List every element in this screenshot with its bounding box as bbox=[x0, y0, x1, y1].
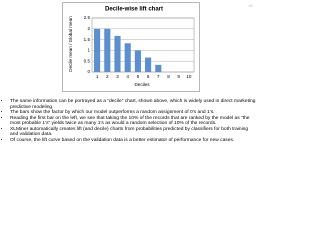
x-tick-label: 9 bbox=[177, 74, 180, 79]
y-tick-label: 1.5 bbox=[84, 37, 91, 42]
y-tick-label: 0 bbox=[87, 69, 90, 74]
slide: {"page_number": "32", "chart_data": {"ty… bbox=[0, 0, 259, 194]
x-tick-label: 7 bbox=[157, 74, 160, 79]
x-tick-label: 3 bbox=[116, 74, 119, 79]
bar bbox=[104, 28, 111, 72]
chart-title: Decile-wise lift chart bbox=[105, 7, 163, 13]
x-tick-label: 6 bbox=[147, 74, 150, 79]
page-number: 32 bbox=[248, 3, 253, 8]
bullet: The same information can be portrayed as… bbox=[10, 99, 256, 110]
y-tick-label: 0.5 bbox=[84, 58, 91, 63]
y-tick-label: 1 bbox=[87, 48, 90, 53]
bar bbox=[94, 28, 101, 72]
x-axis-label: Deciles bbox=[134, 82, 150, 87]
x-tick-label: 10 bbox=[186, 74, 192, 79]
bullet: Of course, the lift curve based on the v… bbox=[10, 138, 256, 144]
bar bbox=[134, 50, 141, 72]
bar bbox=[124, 43, 131, 72]
y-axis-label: Decile mean / Global mean bbox=[68, 16, 73, 72]
bullet: The bars show the factor by which our mo… bbox=[10, 110, 256, 116]
bullet: Reading the first bar on the left, we se… bbox=[10, 116, 256, 127]
bullet: XLMiner automatically creates lift (and … bbox=[10, 127, 256, 138]
chart: Decile-wise lift chart Decile mean / Glo… bbox=[62, 2, 200, 92]
y-tick-label: 2 bbox=[87, 26, 90, 31]
y-tick-label: 2.5 bbox=[84, 15, 91, 20]
bar bbox=[145, 57, 152, 72]
x-tick-label: 1 bbox=[96, 74, 99, 79]
bar bbox=[155, 64, 162, 72]
bullet-list: The same information can be portrayed as… bbox=[4, 99, 256, 143]
x-tick-label: 2 bbox=[106, 74, 109, 79]
x-tick-label: 4 bbox=[126, 74, 129, 79]
bar bbox=[114, 35, 121, 72]
x-tick-label: 5 bbox=[137, 74, 140, 79]
x-tick-label: 8 bbox=[167, 74, 170, 79]
